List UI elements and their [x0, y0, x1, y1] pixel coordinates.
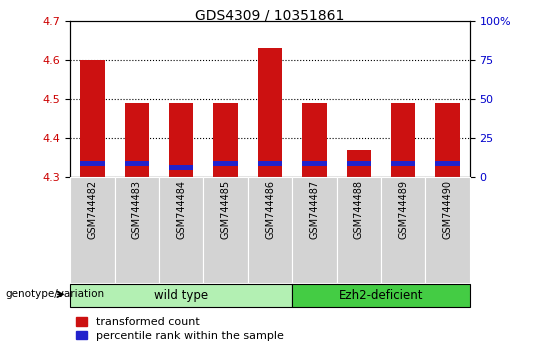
Bar: [292, 177, 336, 283]
Bar: [248, 177, 292, 283]
Bar: [80, 161, 105, 166]
Text: GSM744485: GSM744485: [221, 180, 231, 239]
Bar: [159, 177, 204, 283]
Bar: [204, 177, 248, 283]
Bar: [381, 177, 426, 283]
Text: GSM744483: GSM744483: [132, 180, 142, 239]
Bar: [125, 161, 149, 166]
Bar: [426, 177, 470, 283]
Bar: [292, 285, 470, 307]
Bar: [302, 103, 327, 177]
Bar: [258, 161, 282, 166]
Text: Ezh2-deficient: Ezh2-deficient: [339, 289, 423, 302]
Bar: [213, 161, 238, 166]
Text: GSM744484: GSM744484: [176, 180, 186, 239]
Bar: [125, 103, 149, 177]
Bar: [80, 60, 105, 177]
Text: GSM744482: GSM744482: [87, 180, 97, 239]
Bar: [435, 103, 460, 177]
Bar: [391, 161, 415, 166]
Bar: [258, 48, 282, 177]
Bar: [70, 177, 114, 283]
Text: genotype/variation: genotype/variation: [5, 289, 105, 299]
Text: GSM744490: GSM744490: [443, 180, 453, 239]
Bar: [169, 165, 193, 170]
Text: GSM744489: GSM744489: [398, 180, 408, 239]
Text: GSM744487: GSM744487: [309, 180, 319, 239]
Bar: [435, 161, 460, 166]
Bar: [70, 285, 292, 307]
Bar: [347, 150, 371, 177]
Bar: [302, 161, 327, 166]
Bar: [347, 161, 371, 166]
Bar: [336, 177, 381, 283]
Text: GDS4309 / 10351861: GDS4309 / 10351861: [195, 9, 345, 23]
Bar: [213, 103, 238, 177]
Text: GSM744486: GSM744486: [265, 180, 275, 239]
Bar: [114, 177, 159, 283]
Legend: transformed count, percentile rank within the sample: transformed count, percentile rank withi…: [76, 317, 284, 341]
Text: GSM744488: GSM744488: [354, 180, 364, 239]
Bar: [391, 103, 415, 177]
Text: wild type: wild type: [154, 289, 208, 302]
Bar: [169, 103, 193, 177]
